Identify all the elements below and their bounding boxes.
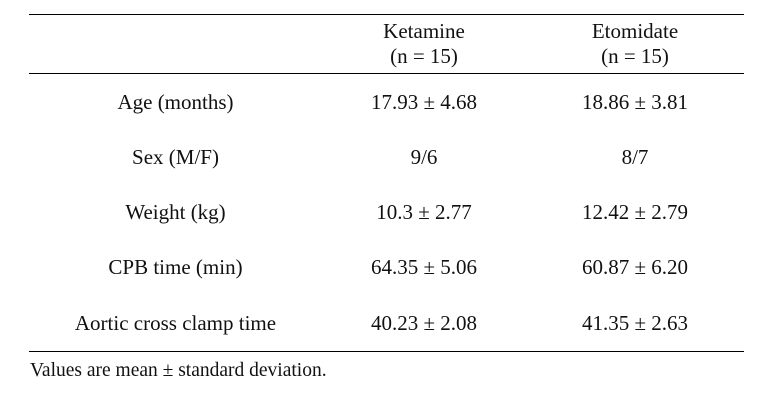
ketamine-value: 40.23 ± 2.08 [370,310,478,335]
etomidate-value: 18.86 ± 3.81 [581,89,689,114]
table-bottom-rule [29,351,744,352]
row-label: Aortic cross clamp time [74,310,277,335]
table-row: Sex (M/F) 9/6 8/7 [29,130,744,185]
table-row: Aortic cross clamp time 40.23 ± 2.08 41.… [29,295,744,351]
table-row: Age (months) 17.93 ± 4.68 18.86 ± 3.81 [29,74,744,130]
data-table-container: Ketamine (n = 15) Etomidate (n = 15) Age… [29,14,744,352]
row-label: Age (months) [117,89,234,114]
header-etomidate-n: (n = 15) [601,44,669,68]
comparison-table-body: Age (months) 17.93 ± 4.68 18.86 ± 3.81 S… [29,74,744,351]
table-footnote: Values are mean ± standard deviation. [30,360,327,381]
header-empty-cell [29,15,322,73]
comparison-table: Ketamine (n = 15) Etomidate (n = 15) [29,15,744,73]
header-etomidate: Etomidate (n = 15) [526,15,744,73]
etomidate-value: 60.87 ± 6.20 [581,255,689,279]
table-row: Weight (kg) 10.3 ± 2.77 12.42 ± 2.79 [29,185,744,240]
table-header-row: Ketamine (n = 15) Etomidate (n = 15) [29,15,744,73]
row-label: Sex (M/F) [132,145,219,169]
table-top-rule [29,14,744,15]
table-row: CPB time (min) 64.35 ± 5.06 60.87 ± 6.20 [29,240,744,295]
ketamine-value: 9/6 [410,145,438,169]
etomidate-value: 12.42 ± 2.79 [581,200,689,224]
header-ketamine-name: Ketamine [383,19,465,43]
etomidate-value: 8/7 [621,145,649,169]
header-etomidate-name: Etomidate [591,19,679,43]
row-label: Weight (kg) [125,200,226,224]
ketamine-value: 64.35 ± 5.06 [370,255,478,279]
header-ketamine: Ketamine (n = 15) [322,15,526,73]
header-ketamine-n: (n = 15) [390,44,458,68]
ketamine-value: 10.3 ± 2.77 [376,200,472,224]
etomidate-value: 41.35 ± 2.63 [581,310,689,335]
table-header-rule [29,73,744,74]
ketamine-value: 17.93 ± 4.68 [370,89,478,114]
row-label: CPB time (min) [108,255,243,279]
